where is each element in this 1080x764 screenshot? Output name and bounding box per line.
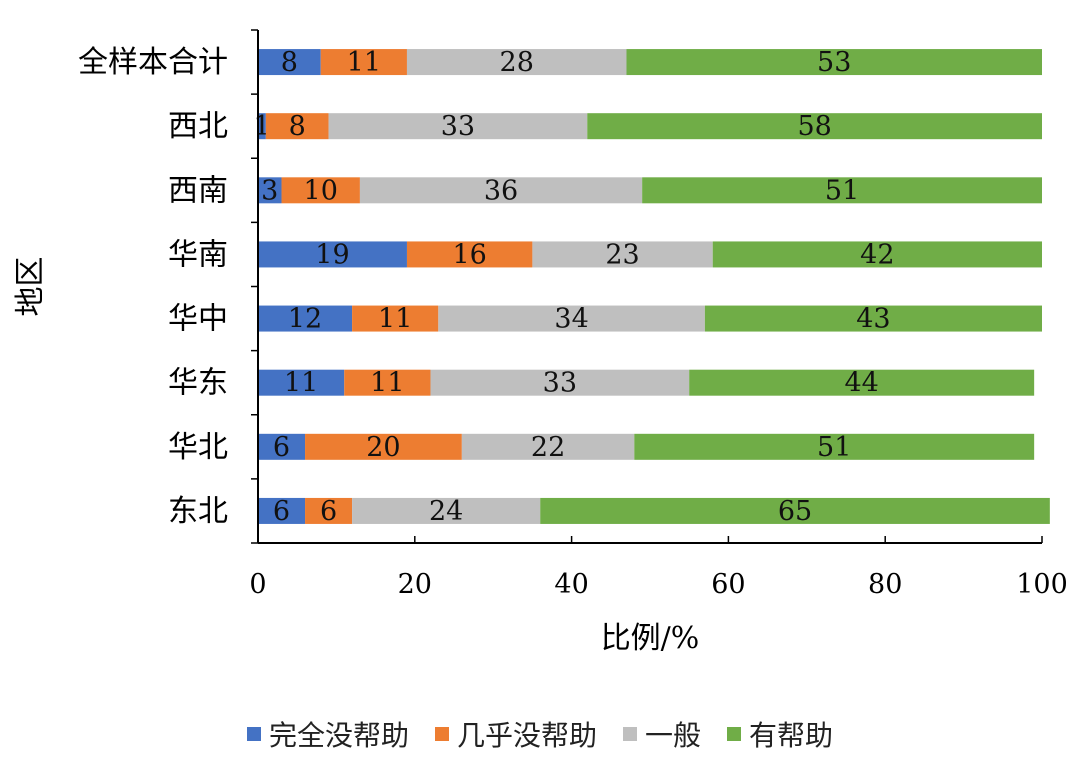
x-tick-label: 40 xyxy=(554,569,588,600)
data-label: 6 xyxy=(273,496,290,527)
data-label: 20 xyxy=(366,432,400,463)
bar-segment xyxy=(532,241,713,268)
data-label: 19 xyxy=(315,239,349,270)
bar-segment xyxy=(712,241,1042,268)
data-label: 36 xyxy=(484,175,518,206)
data-label: 3 xyxy=(261,175,278,206)
category-label: 全样本合计 xyxy=(78,45,228,80)
bar-segment xyxy=(305,433,462,460)
bar-segment xyxy=(265,113,329,140)
x-tick-label: 100 xyxy=(1016,569,1068,600)
bar-segment xyxy=(359,177,643,204)
category-label: 东北 xyxy=(168,494,228,529)
bar-segment xyxy=(461,433,635,460)
data-label: 12 xyxy=(288,304,322,335)
bar-segment xyxy=(406,241,533,268)
bar-segment xyxy=(320,49,407,76)
data-label: 51 xyxy=(817,432,851,463)
data-label: 24 xyxy=(429,496,463,527)
bar-segment xyxy=(352,497,541,524)
bar-segment xyxy=(587,113,1042,140)
bar-segment xyxy=(634,433,1035,460)
bar-segment xyxy=(258,49,321,76)
bar-segment xyxy=(642,177,1042,204)
bar-segment xyxy=(258,369,345,396)
data-label: 8 xyxy=(281,47,298,78)
bar-segment xyxy=(430,369,690,396)
data-label: 6 xyxy=(320,496,337,527)
data-label: 65 xyxy=(778,496,812,527)
legend: 完全没帮助 几乎没帮助 一般 有帮助 xyxy=(0,712,1080,756)
data-label: 16 xyxy=(453,239,487,270)
bar-segment xyxy=(258,305,353,332)
legend-label: 几乎没帮助 xyxy=(456,719,597,752)
data-label: 11 xyxy=(284,368,318,399)
bar-segment xyxy=(344,369,431,396)
data-label: 42 xyxy=(860,239,894,270)
legend-swatch xyxy=(434,727,449,741)
bar-segment xyxy=(438,305,705,332)
category-label: 华中 xyxy=(168,302,228,337)
bar-segment xyxy=(406,49,627,76)
data-label: 28 xyxy=(500,47,534,78)
y-axis-title: 地区 xyxy=(13,257,48,317)
legend-item: 一般 xyxy=(623,714,701,754)
legend-swatch xyxy=(623,727,637,741)
x-tick-label: 80 xyxy=(868,569,902,600)
category-label: 华南 xyxy=(168,237,228,272)
data-label: 34 xyxy=(554,304,588,335)
data-label: 44 xyxy=(845,368,879,399)
data-label: 33 xyxy=(441,111,475,142)
bar-segment xyxy=(704,305,1042,332)
bar-segment xyxy=(689,369,1035,396)
x-tick-label: 20 xyxy=(398,569,432,600)
data-label: 33 xyxy=(543,368,577,399)
data-label: 11 xyxy=(347,47,381,78)
category-label: 华北 xyxy=(168,430,228,465)
legend-label: 有帮助 xyxy=(749,719,834,752)
bar-segment xyxy=(352,305,439,332)
data-label: 58 xyxy=(797,111,831,142)
data-label: 53 xyxy=(817,47,851,78)
data-label: 51 xyxy=(825,175,859,206)
x-axis-title: 比例/% xyxy=(601,621,700,656)
bar-segment xyxy=(258,241,407,268)
data-label: 23 xyxy=(605,239,639,270)
bar-segment xyxy=(305,497,353,524)
legend-swatch xyxy=(246,727,261,741)
data-label: 22 xyxy=(531,432,565,463)
bar-segment xyxy=(258,497,306,524)
legend-item: 完全没帮助 xyxy=(246,714,409,754)
legend-swatch xyxy=(727,727,742,741)
data-label: 11 xyxy=(378,304,412,335)
bar-segment xyxy=(540,497,1050,524)
x-tick-label: 60 xyxy=(711,569,745,600)
bar-segment xyxy=(281,177,360,204)
bar-segment xyxy=(258,433,306,460)
data-label: 11 xyxy=(370,368,404,399)
legend-label: 一般 xyxy=(645,719,702,752)
legend-label: 完全没帮助 xyxy=(268,719,409,752)
bar-segment xyxy=(258,177,282,204)
bar-segment xyxy=(626,49,1042,76)
legend-item: 几乎没帮助 xyxy=(434,714,597,754)
category-label: 华东 xyxy=(168,366,228,401)
data-label: 8 xyxy=(289,111,306,142)
category-label: 西南 xyxy=(168,173,228,208)
data-label: 6 xyxy=(273,432,290,463)
category-label: 西北 xyxy=(168,109,228,144)
bar-segment xyxy=(258,113,266,140)
bar-segment xyxy=(328,113,588,140)
data-label: 43 xyxy=(856,304,890,335)
x-tick-label: 0 xyxy=(249,569,266,600)
data-label: 10 xyxy=(304,175,338,206)
legend-item: 有帮助 xyxy=(727,714,833,754)
